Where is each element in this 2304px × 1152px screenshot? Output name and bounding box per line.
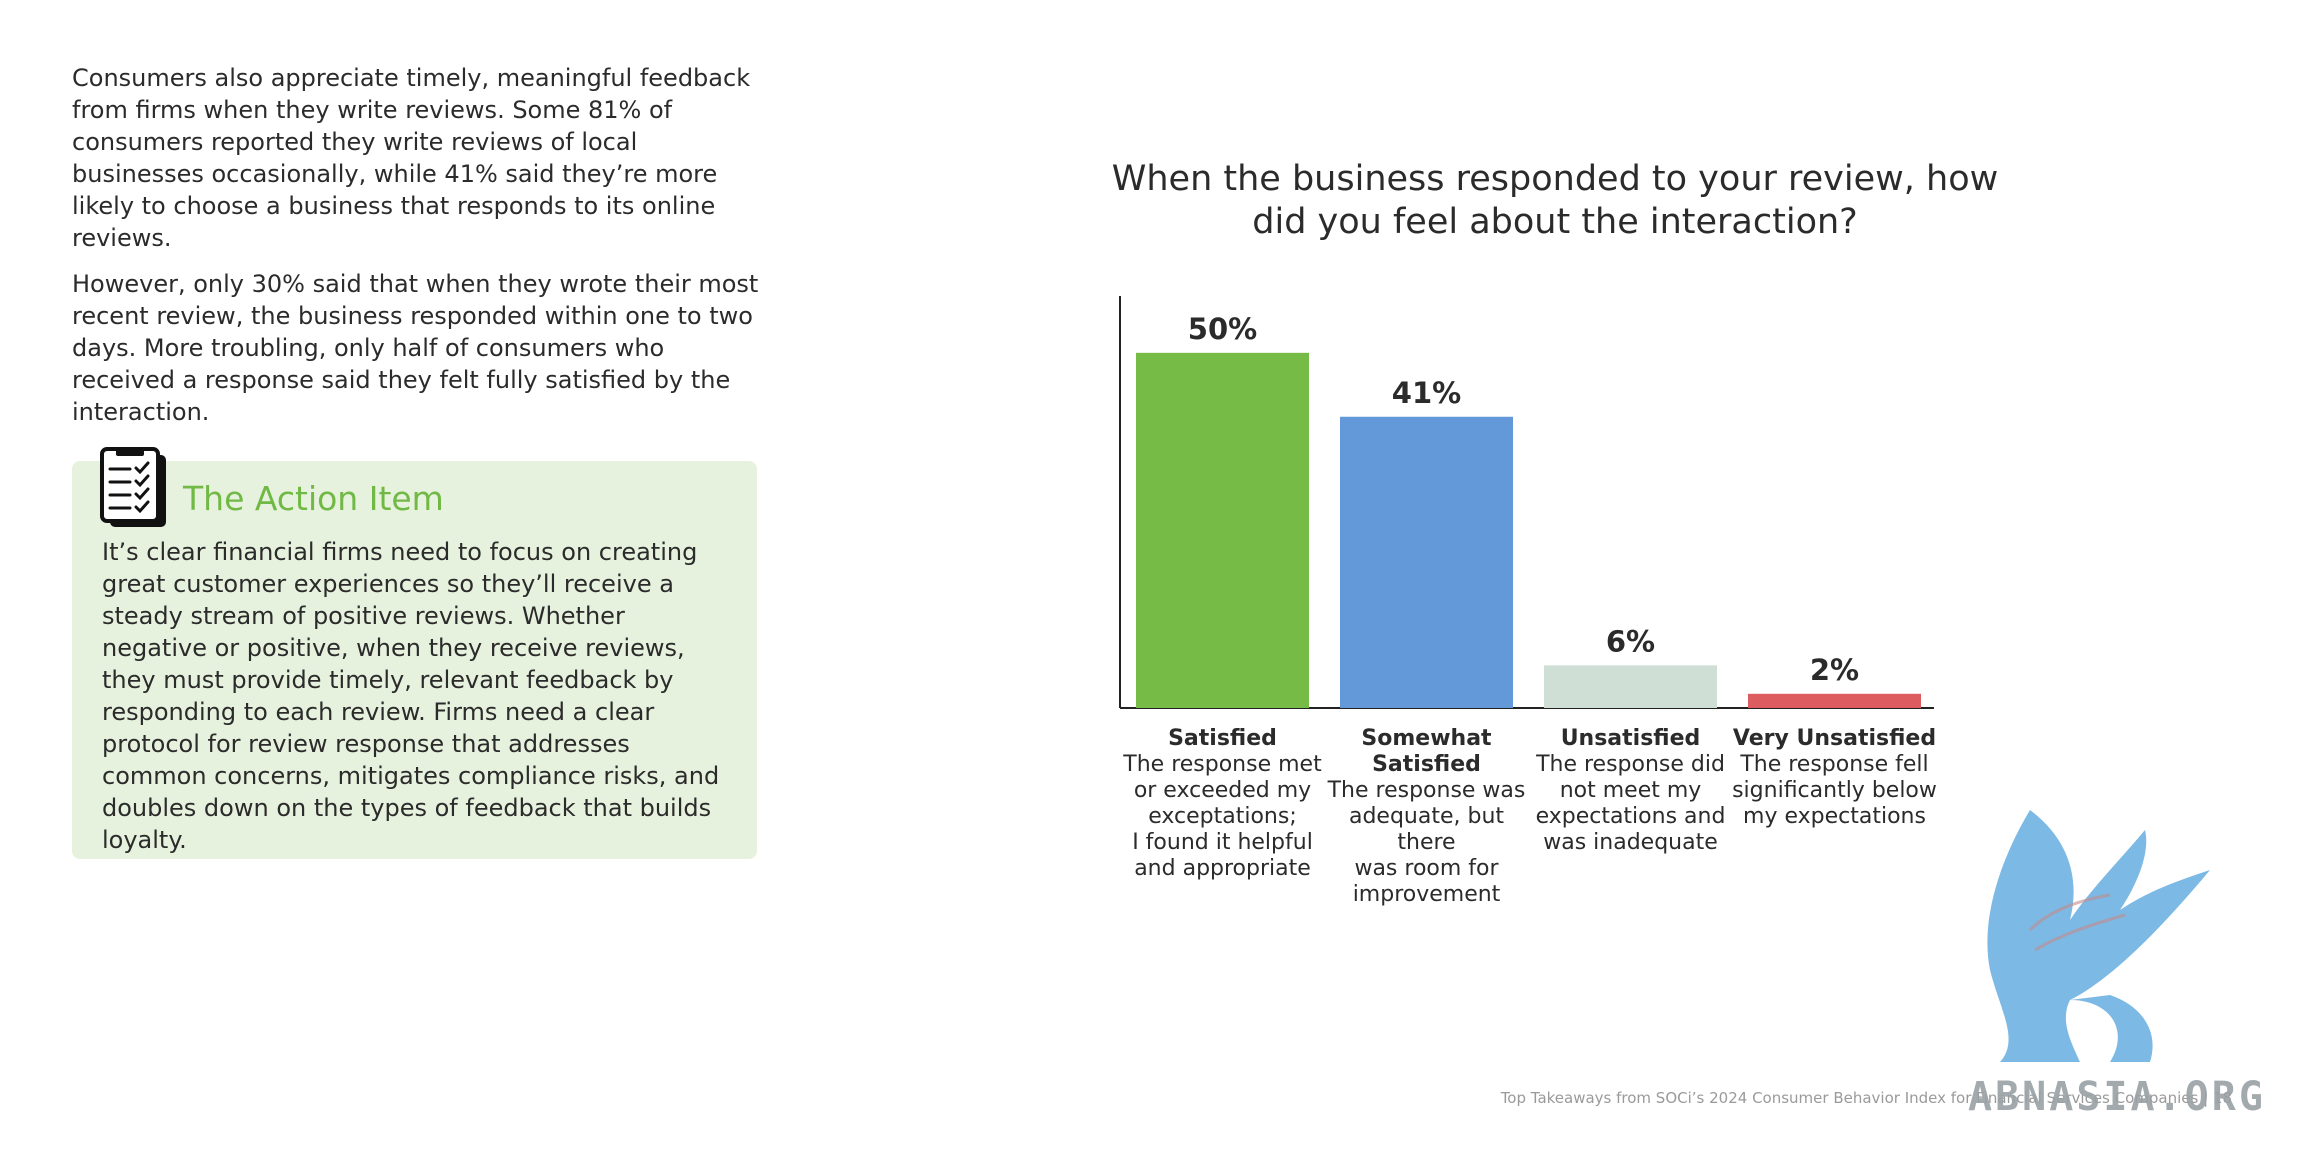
bar-value-label: 50% [1188, 312, 1257, 346]
category-name: Somewhat Satisfied [1361, 726, 1492, 777]
bar-value-label: 6% [1606, 624, 1655, 658]
clipboard-checklist-icon [100, 447, 166, 527]
bar-very-unsatisfied [1748, 693, 1921, 708]
category-description: The response met or exceeded my exceptat… [1123, 752, 1322, 881]
category-label: Very Unsatisfied The response fell signif… [1730, 726, 1940, 830]
page-footer: Top Takeaways from SOCi’s 2024 Consumer … [1500, 1089, 2232, 1107]
category-name: Unsatisfied [1560, 726, 1701, 751]
category-description: The response did not meet my expectation… [1535, 752, 1726, 855]
action-item-box: The Action Item It’s clear financial fir… [72, 447, 757, 859]
category-description: The response was adequate, but there was… [1327, 778, 1526, 907]
category-name: Satisfied [1168, 726, 1277, 751]
intro-paragraph-1: Consumers also appreciate timely, meanin… [72, 64, 751, 252]
category-label: Unsatisfied The response did not meet my … [1526, 726, 1736, 856]
bar-value-label: 41% [1392, 376, 1461, 410]
category-label: Satisfied The response met or exceeded my… [1118, 726, 1328, 882]
bar-value-label: 2% [1810, 653, 1859, 687]
bar-somewhat-satisfied [1340, 416, 1513, 708]
action-item-title: The Action Item [183, 479, 444, 518]
intro-text: Consumers also appreciate timely, meanin… [72, 62, 762, 442]
action-item-body: It’s clear financial firms need to focus… [102, 538, 720, 854]
category-name: Very Unsatisfied [1732, 726, 1937, 751]
chart-title: When the business responded to your revi… [1111, 159, 1999, 242]
bar-chart: 50% 41% 6% 2% [1119, 296, 1934, 709]
category-label: Somewhat Satisfied The response was adequ… [1322, 726, 1532, 908]
watermark-text: ABNASIA.ORG [1968, 1074, 2266, 1120]
category-description: The response fell significantly below my… [1732, 752, 1937, 829]
griffin-logo-icon [1987, 810, 2210, 1062]
bar-satisfied [1136, 352, 1309, 708]
bar-unsatisfied [1544, 665, 1717, 708]
intro-paragraph-2: However, only 30% said that when they wr… [72, 270, 759, 426]
